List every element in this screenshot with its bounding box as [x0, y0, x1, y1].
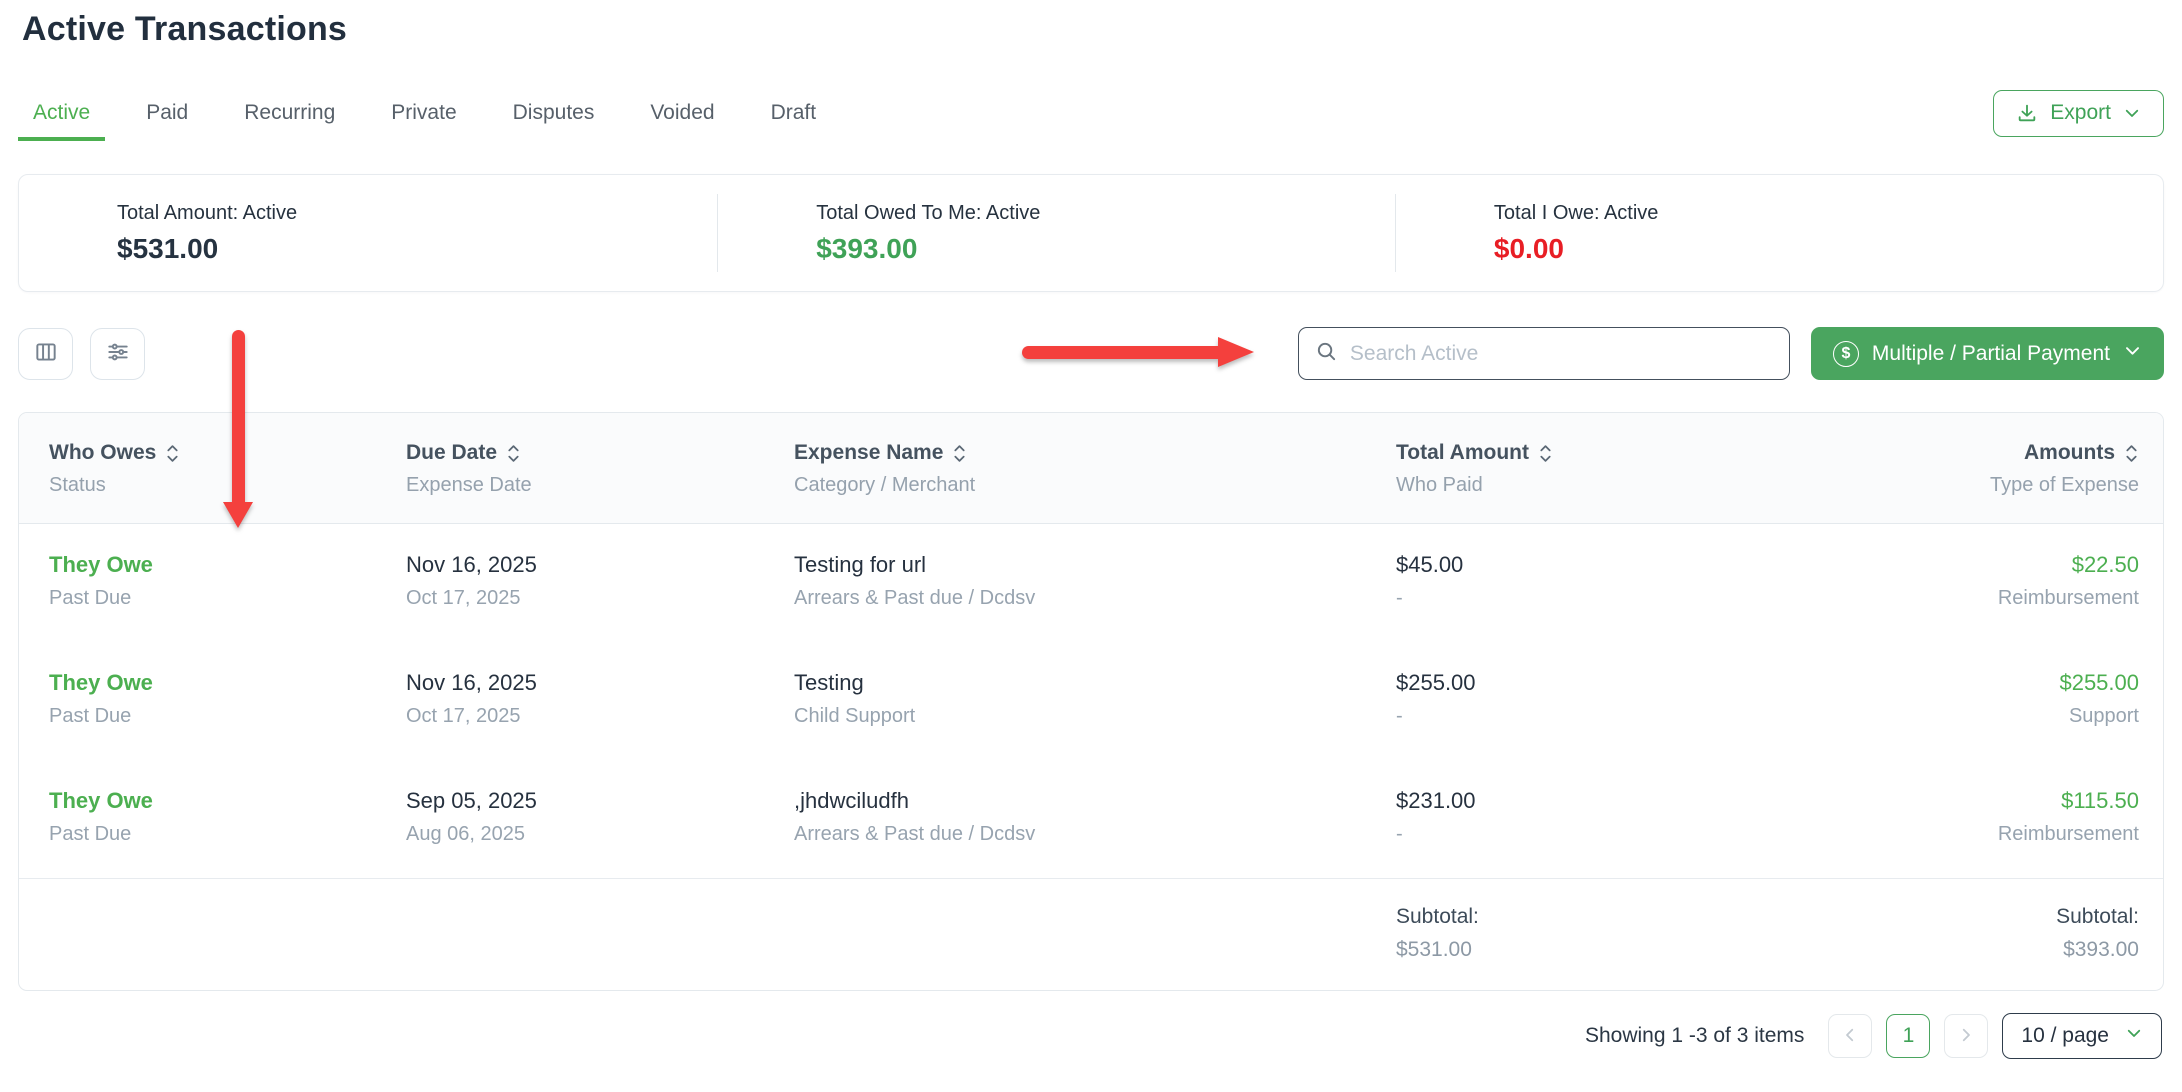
header-expense-name[interactable]: Expense Name Category / Merchant — [794, 441, 976, 496]
table-row[interactable]: They Owe Past Due Nov 16, 2025 Oct 17, 202… — [19, 524, 2163, 642]
header-due-date[interactable]: Due Date Expense Date — [406, 441, 532, 496]
export-button-label: Export — [2050, 101, 2111, 124]
due-date-value: Nov 16, 2025 — [406, 670, 537, 695]
expense-date-value: Oct 17, 2025 — [406, 587, 521, 609]
category-merchant-value: Arrears & Past due / Dcdsv — [794, 587, 1036, 609]
summary-label: Total I Owe: Active — [1493, 201, 1659, 224]
type-of-expense-value: Reimbursement — [1997, 823, 2139, 845]
category-merchant-value: Child Support — [794, 705, 916, 727]
subtotal-value: $393.00 — [2063, 938, 2139, 961]
summary-label: Total Owed To Me: Active — [816, 201, 1041, 224]
due-date-value: Nov 16, 2025 — [406, 552, 537, 577]
tab-draft[interactable]: Draft — [770, 101, 817, 124]
search-icon — [1315, 340, 1338, 368]
subtotal-row: Subtotal: $531.00 Subtotal: $393.00 — [19, 878, 2163, 990]
table-row[interactable]: They Owe Past Due Nov 16, 2025 Oct 17, 202… — [19, 642, 2163, 760]
status-value: Past Due — [49, 823, 132, 845]
summary-i-owe: Total I Owe: Active $0.00 — [1394, 194, 2163, 272]
sort-icon[interactable] — [506, 443, 521, 464]
dollar-circle-icon: $ — [1832, 340, 1859, 367]
amount-value: $115.50 — [2061, 788, 2139, 813]
summary-total-amount: Total Amount: Active $531.00 — [19, 194, 717, 272]
table-toolbar: $ Multiple / Partial Payment — [18, 327, 2164, 380]
sort-icon[interactable] — [165, 443, 180, 464]
tab-bar: Active Paid Recurring Private Disputes V… — [18, 85, 831, 141]
download-icon — [2016, 102, 2038, 124]
type-of-expense-value: Reimbursement — [1997, 587, 2139, 609]
summary-value-i-owe: $0.00 — [1493, 232, 1564, 264]
who-paid-value: - — [1396, 587, 1403, 609]
due-date-value: Sep 05, 2025 — [406, 788, 537, 813]
next-page-button[interactable] — [1944, 1014, 1989, 1058]
total-amount-value: $45.00 — [1396, 552, 1464, 577]
table-header-row: Who Owes Status Due Date Expense Date Ex… — [19, 413, 2163, 524]
chevron-left-icon — [1841, 1026, 1859, 1047]
sort-icon[interactable] — [2124, 443, 2139, 464]
columns-settings-button[interactable] — [18, 327, 73, 380]
export-button[interactable]: Export — [1993, 89, 2164, 137]
expense-name-value: Testing — [794, 670, 864, 695]
chevron-down-icon — [2125, 1024, 2143, 1048]
header-who-owes[interactable]: Who Owes Status — [49, 441, 406, 497]
expense-date-value: Oct 17, 2025 — [406, 705, 521, 727]
expense-name-value: Testing for url — [794, 552, 927, 577]
payment-button-label: Multiple / Partial Payment — [1871, 341, 2110, 365]
who-owes-value: They Owe — [49, 552, 153, 577]
tab-voided[interactable]: Voided — [650, 101, 715, 124]
summary-value-owed-to-me: $393.00 — [816, 232, 918, 264]
pagination-summary: Showing 1 -3 of 3 items — [1584, 1024, 1805, 1047]
search-box — [1297, 327, 1790, 380]
total-amount-value: $231.00 — [1396, 788, 1476, 813]
previous-page-button[interactable] — [1828, 1014, 1873, 1058]
chevron-down-icon — [2123, 104, 2141, 122]
subtotal-value: $531.00 — [1396, 938, 1472, 961]
expense-name-value: ,jhdwciludfh — [794, 788, 909, 813]
tab-active[interactable]: Active — [18, 85, 106, 141]
subtotal-label: Subtotal: — [1396, 905, 1479, 928]
subtotal-amounts: Subtotal: $393.00 — [1781, 905, 2139, 962]
amount-value: $255.00 — [2059, 670, 2139, 695]
transactions-table: Who Owes Status Due Date Expense Date Ex… — [18, 412, 2164, 991]
pagination: Showing 1 -3 of 3 items 1 10 / page — [18, 1013, 2164, 1059]
summary-value-total-amount: $531.00 — [117, 232, 219, 264]
tab-paid[interactable]: Paid — [146, 101, 189, 124]
who-paid-value: - — [1396, 823, 1403, 845]
tab-disputes[interactable]: Disputes — [512, 101, 595, 124]
page-title: Active Transactions — [22, 10, 348, 48]
sliders-icon — [105, 339, 131, 368]
category-merchant-value: Arrears & Past due / Dcdsv — [794, 823, 1036, 845]
tab-recurring[interactable]: Recurring — [244, 101, 336, 124]
sort-icon[interactable] — [1538, 443, 1553, 464]
amount-value: $22.50 — [2071, 552, 2139, 577]
tabs-row: Active Paid Recurring Private Disputes V… — [18, 85, 2164, 141]
who-owes-value: They Owe — [49, 670, 153, 695]
table-row[interactable]: They Owe Past Due Sep 05, 2025 Aug 06, 202… — [19, 760, 2163, 878]
tab-private[interactable]: Private — [391, 101, 457, 124]
header-total-amount[interactable]: Total Amount Who Paid — [1396, 441, 1781, 497]
columns-icon — [33, 339, 59, 368]
page-1-button[interactable]: 1 — [1886, 1014, 1931, 1058]
expense-date-value: Aug 06, 2025 — [406, 823, 525, 845]
summary-card: Total Amount: Active $531.00 Total Owed … — [18, 174, 2164, 292]
header-amounts[interactable]: Amounts Type of Expense — [1990, 441, 2139, 496]
page-size-select[interactable]: 10 / page — [2002, 1013, 2162, 1059]
summary-owed-to-me: Total Owed To Me: Active $393.00 — [717, 194, 1395, 272]
subtotal-total-amount: Subtotal: $531.00 — [1396, 905, 1781, 962]
page-size-value: 10 / page — [2021, 1024, 2109, 1047]
search-input[interactable] — [1349, 341, 1773, 366]
filter-settings-button[interactable] — [90, 327, 145, 380]
chevron-right-icon — [1957, 1026, 1975, 1047]
multiple-partial-payment-button[interactable]: $ Multiple / Partial Payment — [1810, 327, 2164, 380]
chevron-down-icon — [2123, 341, 2142, 366]
summary-label: Total Amount: Active — [117, 201, 298, 224]
status-value: Past Due — [49, 705, 132, 727]
status-value: Past Due — [49, 587, 132, 609]
who-paid-value: - — [1396, 705, 1403, 727]
subtotal-label: Subtotal: — [2056, 905, 2139, 928]
total-amount-value: $255.00 — [1396, 670, 1476, 695]
type-of-expense-value: Support — [2068, 705, 2139, 727]
sort-icon[interactable] — [952, 443, 967, 464]
who-owes-value: They Owe — [49, 788, 153, 813]
